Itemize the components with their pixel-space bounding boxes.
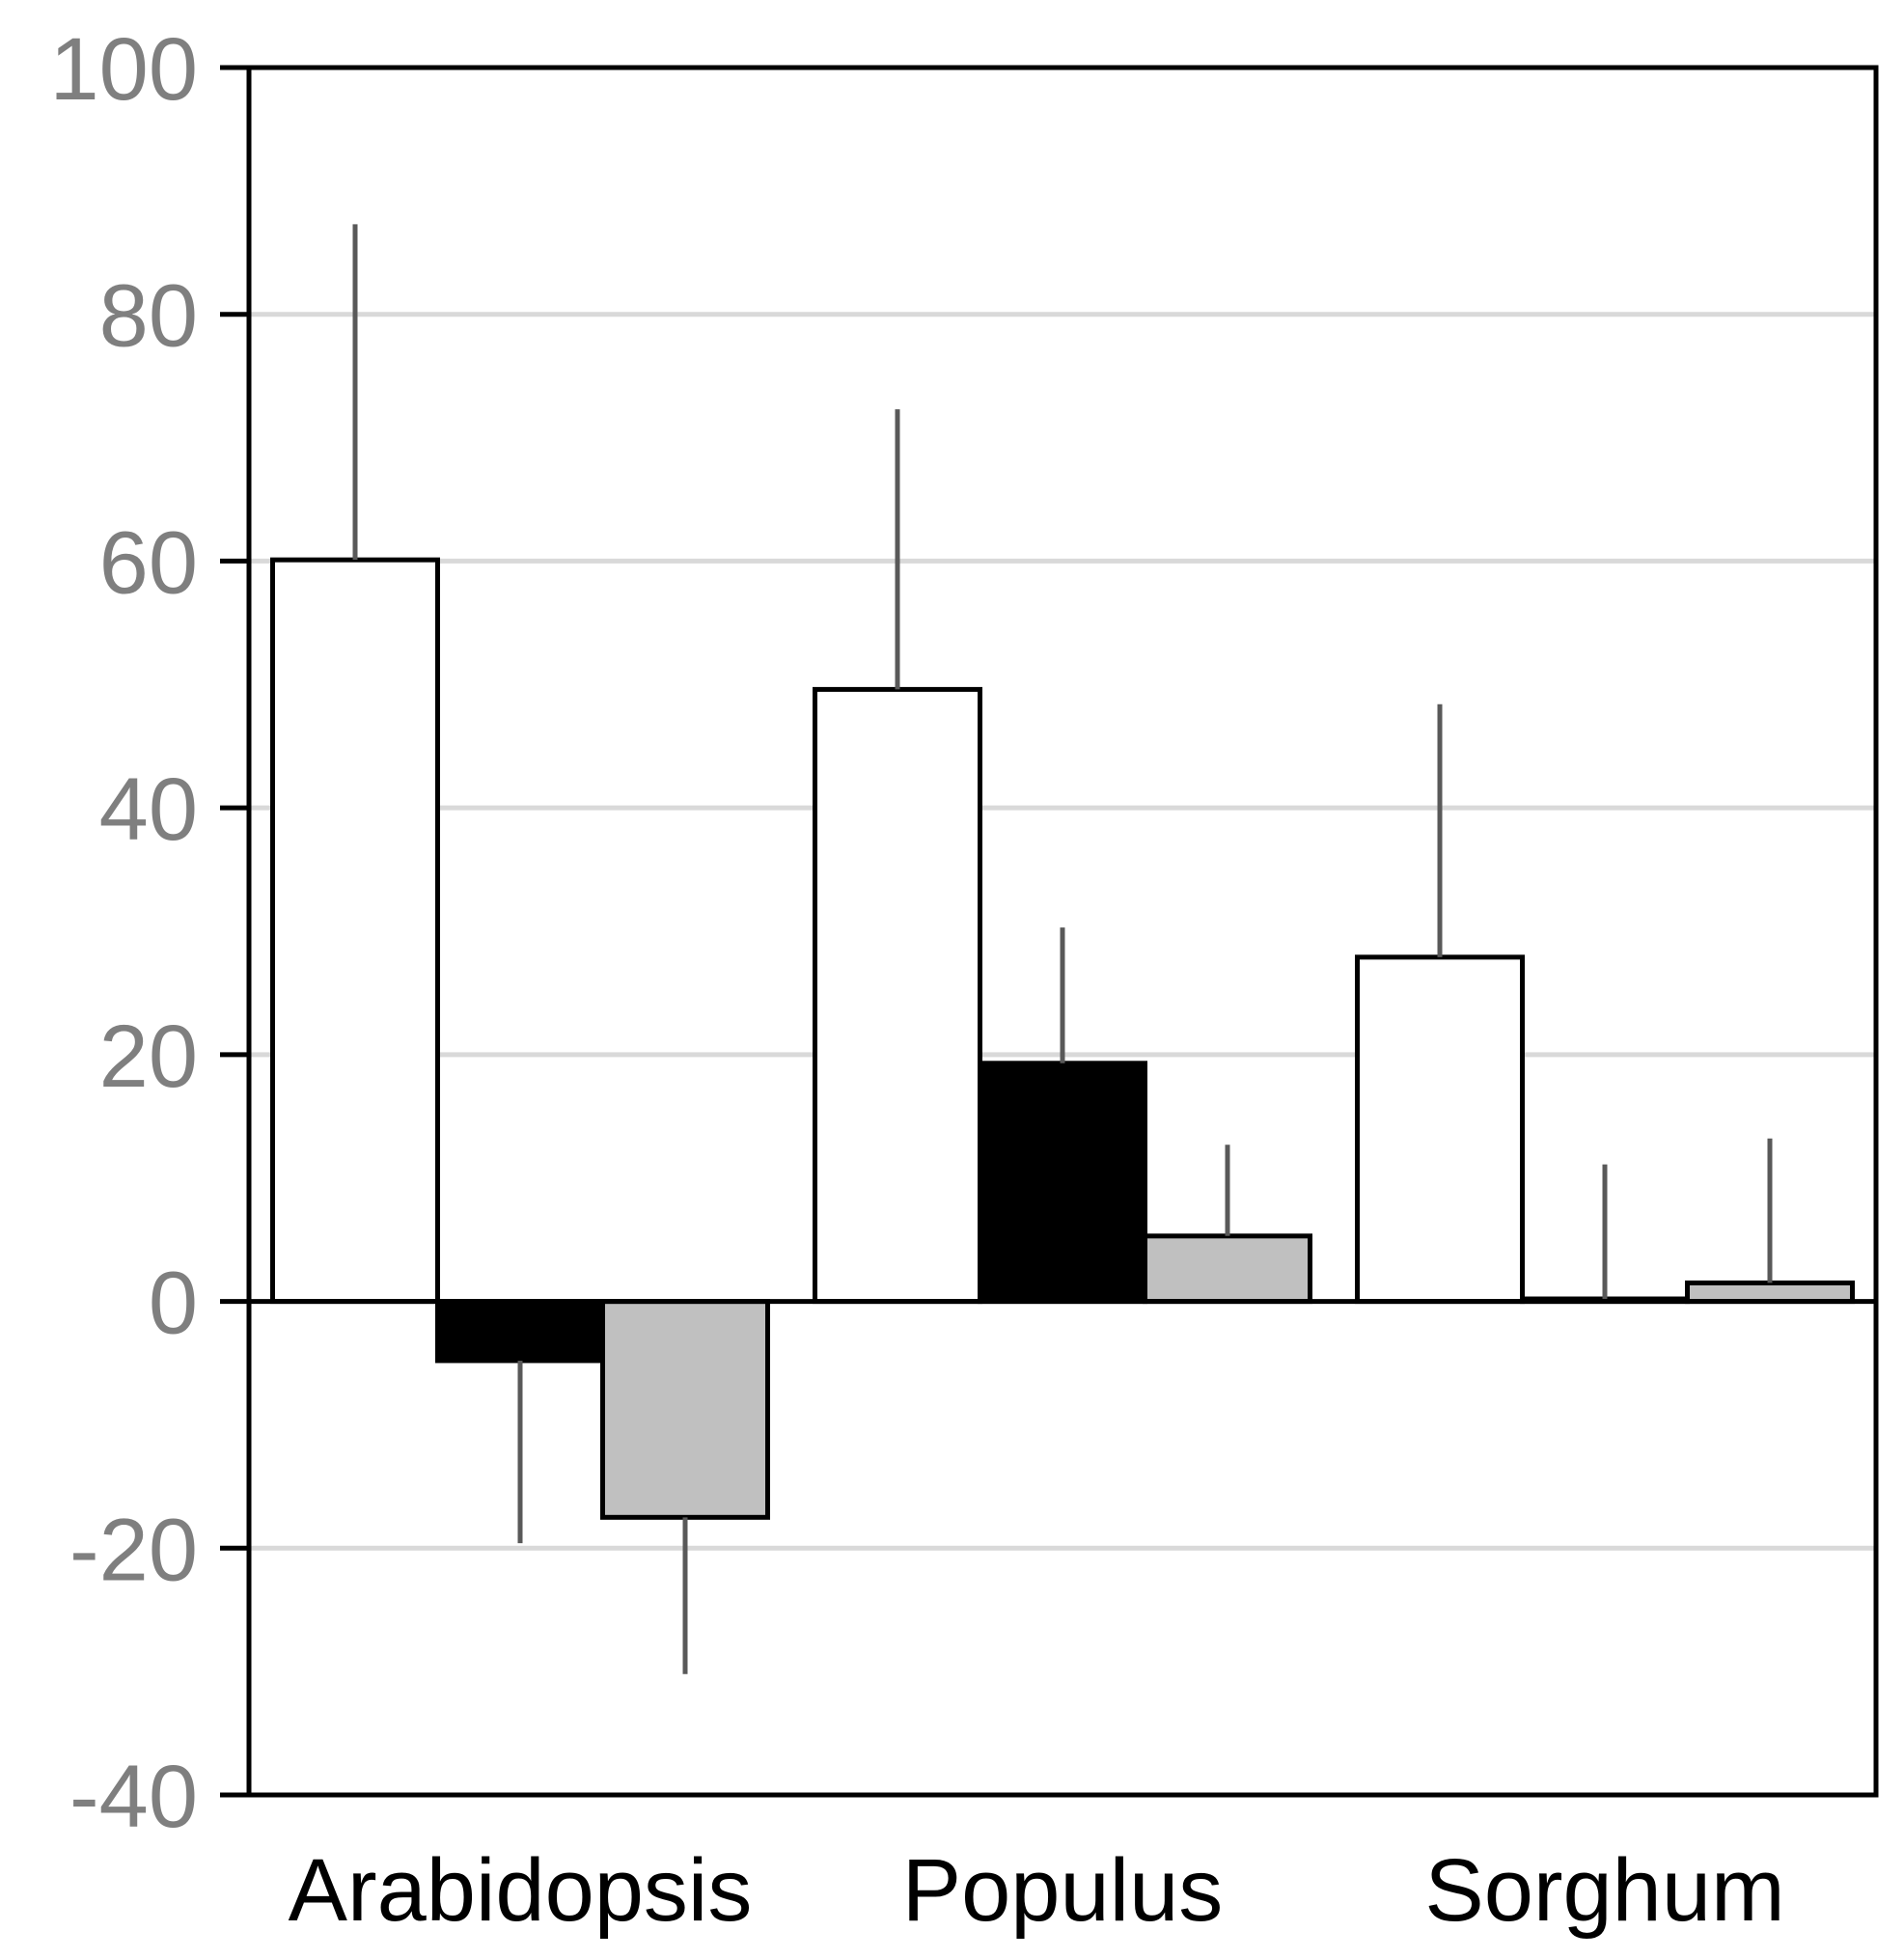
gridlines — [249, 312, 1876, 1551]
y-tick-label: 80 — [99, 267, 198, 366]
bar-arabidopsis-series-2 — [435, 1299, 605, 1364]
plot-frame — [246, 65, 1879, 1798]
x-tick-label-sorghum: Sorghum — [1424, 1841, 1784, 1940]
bar-sorghum-series-1 — [1355, 954, 1525, 1305]
x-tick-label-populus: Populus — [902, 1841, 1223, 1940]
y-tick-label: -20 — [69, 1501, 198, 1599]
bar-sorghum-series-3 — [1685, 1280, 1855, 1305]
y-tick-label: 20 — [99, 1007, 198, 1106]
y-tick-label: 40 — [99, 760, 198, 859]
bar-populus-series-3 — [1143, 1233, 1312, 1305]
y-tick-label: 100 — [50, 20, 199, 119]
x-tick-label-arabidopsis: Arabidopsis — [289, 1841, 753, 1940]
y-tick-label: 0 — [149, 1255, 198, 1353]
y-tick-label: 60 — [99, 513, 198, 612]
error-bars — [352, 224, 1773, 1674]
y-tick-label: -40 — [69, 1748, 198, 1846]
bar-populus-series-2 — [978, 1061, 1147, 1305]
tick-labels: 100 80 60 40 20 0 -20 -40 Arabidopsis Populus Sorg… — [50, 20, 1785, 1940]
bars — [270, 557, 1855, 1520]
axes — [220, 65, 1879, 1798]
bar-populus-series-1 — [813, 686, 982, 1305]
bar-arabidopsis-series-1 — [270, 557, 440, 1305]
bar-arabidopsis-series-3 — [600, 1299, 770, 1520]
